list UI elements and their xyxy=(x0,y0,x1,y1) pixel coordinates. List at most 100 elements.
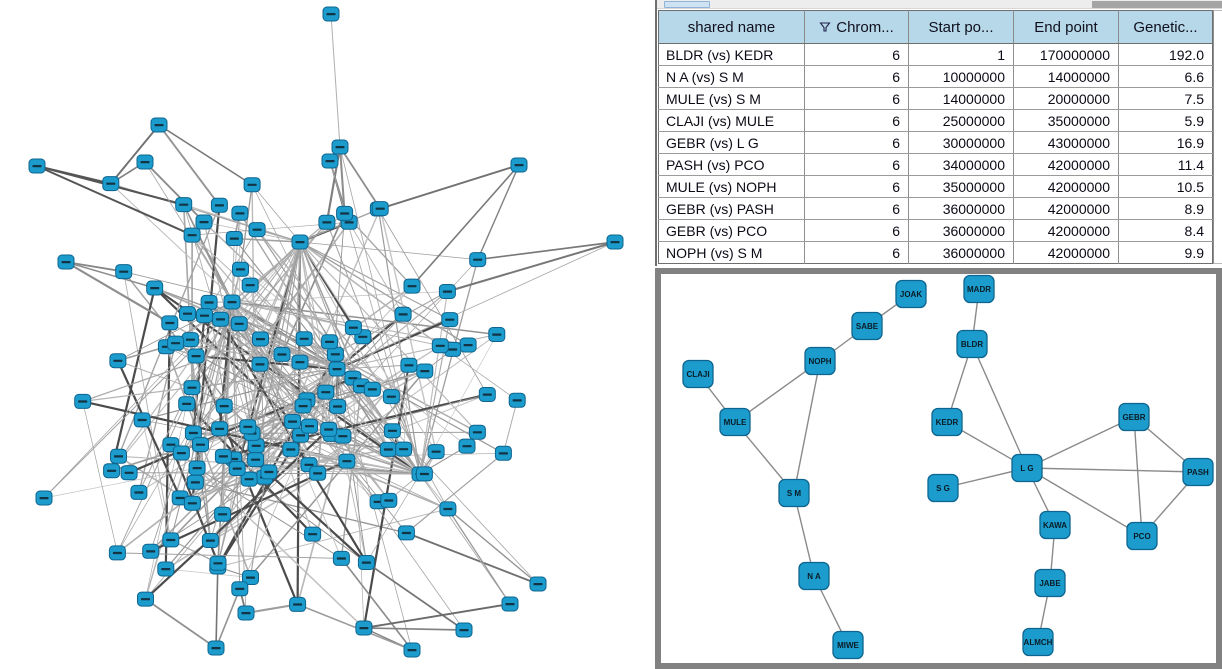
network-node[interactable] xyxy=(231,205,249,221)
network-node[interactable] xyxy=(380,492,398,508)
network-node[interactable] xyxy=(469,252,487,268)
network-node[interactable] xyxy=(458,438,476,454)
network-node[interactable] xyxy=(334,428,352,444)
network-node[interactable] xyxy=(247,452,265,468)
network-edge[interactable] xyxy=(971,343,1028,469)
network-node[interactable] xyxy=(439,501,457,517)
network-node[interactable] xyxy=(508,392,526,408)
table-row[interactable]: GEBR (vs) PASH 6 36000000 42000000 8.9 xyxy=(658,197,1213,220)
network-node[interactable] xyxy=(357,555,375,570)
network-node[interactable] xyxy=(289,596,307,612)
network-node[interactable] xyxy=(309,465,327,481)
network-node[interactable] xyxy=(252,331,269,347)
column-header-shared-name[interactable]: shared name xyxy=(658,10,805,44)
network-node[interactable] xyxy=(120,465,138,481)
table-row[interactable]: GEBR (vs) L G 6 30000000 43000000 16.9 xyxy=(658,131,1213,154)
network-node[interactable] xyxy=(167,335,185,351)
network-node[interactable] xyxy=(260,464,278,480)
network-node[interactable] xyxy=(301,418,318,434)
network-node[interactable] xyxy=(209,555,227,571)
network-node[interactable] xyxy=(403,642,421,658)
network-node[interactable] xyxy=(332,550,350,566)
network-node[interactable] xyxy=(215,398,233,414)
network-node[interactable] xyxy=(248,222,266,238)
network-node[interactable] xyxy=(331,139,349,155)
network-node[interactable]: KEDR xyxy=(931,407,963,437)
network-node[interactable] xyxy=(142,543,160,559)
network-node[interactable] xyxy=(172,445,190,461)
network-node[interactable] xyxy=(212,311,230,327)
network-node[interactable] xyxy=(183,495,201,511)
network-node[interactable]: ALMCH xyxy=(1022,627,1054,657)
network-node[interactable] xyxy=(304,526,322,542)
network-node[interactable] xyxy=(239,419,257,435)
network-node[interactable] xyxy=(371,201,389,217)
network-node[interactable] xyxy=(328,361,346,377)
network-node[interactable] xyxy=(223,294,241,310)
network-node[interactable]: PASH xyxy=(1182,457,1214,487)
network-node[interactable] xyxy=(35,490,53,506)
network-node[interactable]: L G xyxy=(1011,453,1043,483)
network-edge[interactable] xyxy=(1026,416,1135,469)
network-node[interactable] xyxy=(162,532,180,548)
network-node[interactable] xyxy=(161,315,179,331)
network-node[interactable] xyxy=(427,444,445,460)
table-row[interactable]: CLAJI (vs) MULE 6 25000000 35000000 5.9 xyxy=(658,109,1213,132)
network-node[interactable] xyxy=(150,117,168,133)
network-node[interactable] xyxy=(242,570,259,585)
network-node[interactable] xyxy=(57,254,75,270)
network-node[interactable] xyxy=(108,545,126,561)
network-node[interactable] xyxy=(273,346,291,362)
network-node[interactable] xyxy=(200,294,218,310)
network-node[interactable] xyxy=(383,423,401,439)
table-horizontal-scrollbar[interactable] xyxy=(657,0,1222,9)
network-node[interactable] xyxy=(344,320,362,336)
network-edge[interactable] xyxy=(1133,416,1143,537)
table-row[interactable]: GEBR (vs) PCO 6 36000000 42000000 8.4 xyxy=(658,219,1213,242)
network-node[interactable] xyxy=(241,277,259,293)
network-node[interactable] xyxy=(321,153,339,169)
network-node[interactable]: PCO xyxy=(1126,521,1158,551)
network-node[interactable] xyxy=(321,334,339,350)
network-node[interactable] xyxy=(136,154,154,170)
network-node[interactable] xyxy=(179,306,196,322)
network-node[interactable]: GEBR xyxy=(1118,402,1150,432)
table-row[interactable]: MULE (vs) NOPH 6 35000000 42000000 10.5 xyxy=(658,175,1213,198)
network-edge[interactable] xyxy=(1026,467,1143,537)
network-node[interactable] xyxy=(230,316,248,332)
network-node[interactable]: NOPH xyxy=(804,346,836,376)
network-node[interactable] xyxy=(130,484,148,500)
network-node[interactable] xyxy=(247,438,265,454)
network-node[interactable] xyxy=(214,448,232,464)
network-node[interactable] xyxy=(488,327,506,342)
column-header-end-point[interactable]: End point xyxy=(1013,10,1119,44)
network-node[interactable] xyxy=(400,357,418,373)
network-node[interactable] xyxy=(320,421,338,437)
network-node[interactable] xyxy=(438,284,456,299)
network-edge[interactable] xyxy=(1026,467,1199,473)
network-node[interactable] xyxy=(192,437,209,453)
network-node[interactable] xyxy=(416,363,434,379)
network-node[interactable] xyxy=(284,414,302,429)
network-node[interactable] xyxy=(291,234,309,250)
network-node[interactable] xyxy=(103,463,121,479)
scrollbar-thumb[interactable] xyxy=(664,1,710,8)
network-node[interactable] xyxy=(181,332,199,348)
network-node[interactable] xyxy=(326,346,344,362)
network-node[interactable] xyxy=(317,384,335,400)
network-node[interactable] xyxy=(294,398,312,414)
network-node[interactable] xyxy=(184,425,202,441)
network-node[interactable] xyxy=(187,348,205,364)
network-node[interactable] xyxy=(232,261,249,277)
network-node[interactable] xyxy=(102,176,120,192)
network-node[interactable] xyxy=(231,581,249,597)
network-node[interactable] xyxy=(183,227,201,243)
column-header-start-point[interactable]: Start po... xyxy=(908,10,1014,44)
network-node[interactable]: MIWE xyxy=(832,630,864,660)
network-node[interactable] xyxy=(74,393,92,409)
network-node[interactable] xyxy=(478,387,496,402)
network-node[interactable] xyxy=(382,389,400,405)
network-node[interactable] xyxy=(379,441,397,457)
network-node[interactable] xyxy=(228,461,246,476)
network-node[interactable] xyxy=(175,197,193,213)
